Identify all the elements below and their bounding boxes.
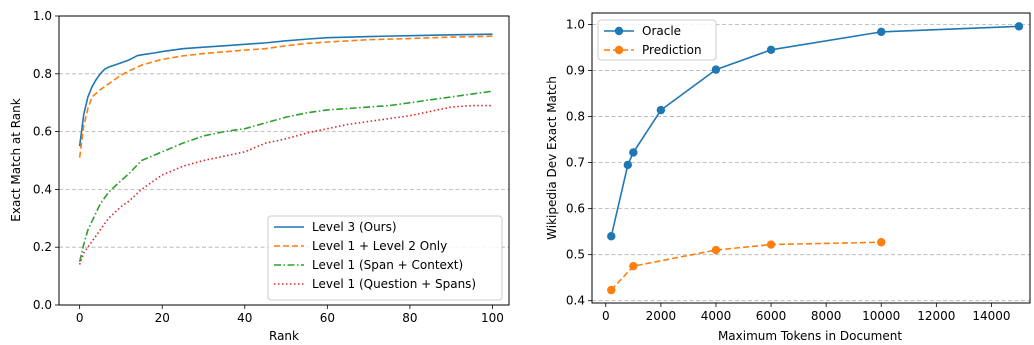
tokens-chart-legend-label: Prediction: [642, 43, 702, 57]
rank-chart-ytick-label: 0.0: [33, 298, 52, 312]
tokens-chart-series-1-point: [1014, 22, 1024, 31]
tokens-chart-ytick-label: 0.6: [566, 202, 585, 216]
tokens-chart-series-1-point: [656, 105, 666, 115]
tokens-chart-series-1-point: [629, 148, 638, 157]
tokens-chart-legend-marker: [614, 45, 624, 55]
tokens-chart-ytick-label: 0.9: [566, 64, 585, 78]
tokens-chart-series-2-point: [629, 261, 638, 271]
rank-chart-xtick-label: 20: [155, 311, 170, 325]
tokens-chart-ticks: 0 2000 4000 6000 8000 10000 12000 14000 0.4 0.5 0.…: [566, 18, 1011, 323]
tokens-chart-xtick-label: 2000: [646, 309, 677, 323]
tokens-chart-ytick-label: 1.0: [566, 18, 585, 32]
rank-chart-ytick-label: 0.6: [33, 125, 52, 139]
tokens-chart-xtick-label: 12000: [917, 309, 955, 323]
rank-chart-xtick-label: 80: [402, 311, 417, 325]
rank-chart-xlabel: Rank: [269, 329, 299, 343]
rank-chart-xtick-label: 40: [237, 311, 252, 325]
rank-chart: 0 20 40 60 80 100 0.0 0.2 0.4 0.6 0.8 1.0 Rank Exac…: [9, 9, 510, 343]
tokens-chart-series-2-point: [607, 285, 616, 295]
tokens-chart-legend-marker: [614, 26, 624, 36]
rank-chart-ytick-label: 1.0: [33, 9, 52, 23]
tokens-chart-series-2-point: [877, 238, 886, 247]
tokens-chart: 0 2000 4000 6000 8000 10000 12000 14000 0.4 0.5 0.…: [545, 12, 1031, 343]
tokens-chart-xlabel: Maximum Tokens in Document: [718, 329, 902, 343]
tokens-chart-frame: [591, 12, 1031, 304]
tokens-chart-ytick-label: 0.8: [566, 110, 585, 124]
tokens-chart-series-2-line: [610, 241, 882, 291]
tokens-chart-series: [607, 22, 1024, 295]
tokens-chart-ytick-label: 0.5: [566, 248, 585, 262]
tokens-chart-series-2-point: [766, 240, 776, 249]
tokens-chart-series-1-point: [711, 65, 721, 74]
tokens-chart-legend: Oracle Prediction: [597, 19, 717, 61]
rank-chart-legend-box: [267, 215, 503, 301]
rank-chart-series-3-line: [78, 90, 493, 262]
tokens-chart-series-1-point: [623, 160, 633, 170]
tokens-chart-xtick-label: 0: [602, 309, 610, 323]
tokens-chart-ytick-label: 0.7: [566, 156, 585, 170]
rank-chart-ylabel: Exact Match at Rank: [9, 98, 23, 221]
rank-chart-series: [78, 33, 493, 265]
rank-chart-legend-label: Level 1 + Level 2 Only: [312, 239, 447, 253]
tokens-chart-xtick-label: 4000: [701, 309, 732, 323]
rank-chart-legend-label: Level 3 (Ours): [312, 220, 397, 234]
tokens-chart-series-2-point: [711, 245, 721, 255]
rank-chart-xtick-label: 0: [76, 311, 84, 325]
tokens-chart-ylabel: Wikipedia Dev Exact Match: [545, 76, 559, 240]
rank-chart-ytick-label: 0.2: [33, 240, 52, 254]
rank-chart-legend-label: Level 1 (Question + Spans): [312, 277, 476, 291]
tokens-chart-xtick-label: 14000: [972, 309, 1010, 323]
rank-chart-legend-label: Level 1 (Span + Context): [312, 258, 463, 272]
tokens-chart-series-1-point: [607, 232, 616, 241]
rank-chart-series-1-line: [78, 33, 493, 147]
rank-chart-series-2-line: [78, 35, 493, 158]
rank-chart-series-4-line: [78, 104, 493, 265]
tokens-chart-series-1-point: [877, 27, 886, 37]
rank-chart-legend: Level 3 (Ours) Level 1 + Level 2 Only Leve…: [267, 215, 503, 301]
tokens-chart-legend-label: Oracle: [642, 24, 681, 38]
tokens-chart-series-1-point: [766, 45, 776, 55]
rank-chart-ytick-label: 0.8: [33, 67, 52, 81]
rank-chart-ticks: 0 20 40 60 80 100 0.0 0.2 0.4 0.6 0.8 1.0: [33, 9, 504, 325]
tokens-chart-xtick-label: 8000: [811, 309, 842, 323]
rank-chart-xtick-label: 100: [481, 311, 504, 325]
tokens-chart-xtick-label: 10000: [862, 309, 900, 323]
rank-chart-xtick-label: 60: [320, 311, 335, 325]
tokens-chart-ytick-label: 0.4: [566, 294, 585, 308]
rank-chart-frame: [58, 15, 510, 306]
rank-chart-ytick-label: 0.4: [33, 182, 52, 196]
tokens-chart-xtick-label: 6000: [756, 309, 787, 323]
